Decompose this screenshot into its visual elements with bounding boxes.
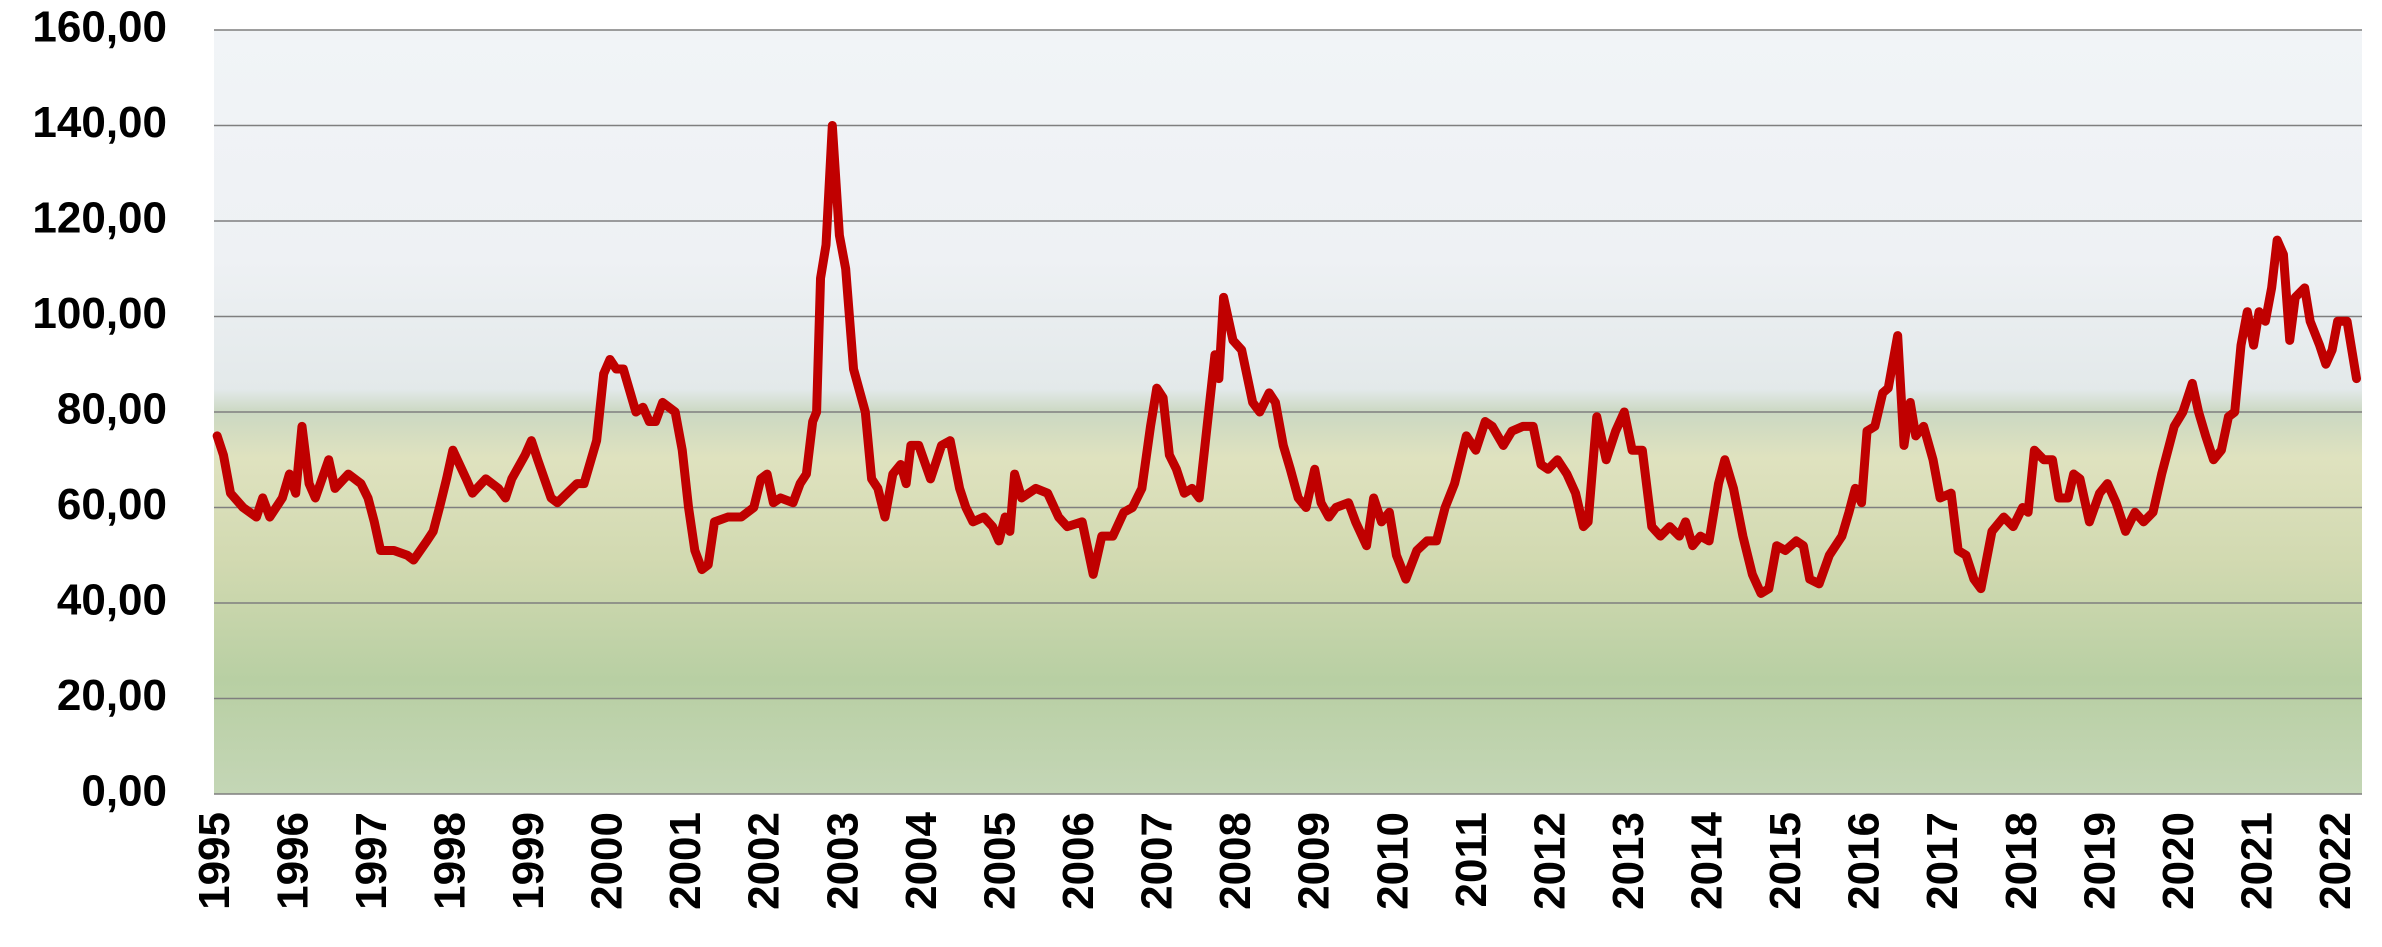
y-tick-label: 120,00 [32, 194, 167, 243]
x-tick-label: 2015 [1761, 812, 1810, 910]
y-tick-label: 140,00 [32, 98, 167, 147]
y-tick-label: 60,00 [57, 480, 167, 529]
x-tick-label: 2007 [1133, 812, 1182, 910]
x-tick-label: 2001 [661, 812, 710, 910]
x-tick-label: 2003 [818, 812, 867, 910]
y-tick-label: 100,00 [32, 289, 167, 338]
x-tick-label: 2005 [975, 812, 1024, 910]
y-tick-label: 20,00 [57, 671, 167, 720]
x-tick-label: 2006 [1054, 812, 1103, 910]
x-tick-label: 2016 [1840, 812, 1889, 910]
x-tick-label: 2011 [1447, 812, 1496, 907]
x-tick-label: 2019 [2075, 812, 2124, 910]
x-tick-label: 2020 [2154, 812, 2203, 910]
x-tick-label: 2021 [2232, 812, 2281, 910]
x-tick-label: 2008 [1211, 812, 1260, 910]
x-tick-label: 2000 [583, 812, 632, 910]
x-tick-label: 2012 [1525, 812, 1574, 910]
x-tick-label: 2022 [2311, 812, 2360, 910]
y-tick-label: 0,00 [81, 767, 167, 816]
x-tick-label: 1997 [347, 812, 396, 910]
y-tick-label: 160,00 [32, 3, 167, 52]
x-tick-label: 2013 [1604, 812, 1653, 910]
x-tick-label: 2004 [897, 811, 946, 909]
y-tick-label: 80,00 [57, 385, 167, 434]
x-tick-label: 1995 [190, 812, 239, 910]
y-tick-label: 40,00 [57, 576, 167, 625]
x-tick-label: 2017 [1918, 812, 1967, 910]
x-tick-label: 2010 [1368, 812, 1417, 910]
x-tick-label: 1999 [504, 812, 553, 910]
x-tick-label: 1998 [425, 812, 474, 910]
x-tick-label: 2018 [1997, 812, 2046, 910]
price-line [212, 121, 2361, 598]
x-tick-label: 2002 [740, 812, 789, 910]
x-tick-label: 1996 [268, 812, 317, 910]
x-tick-label: 2014 [1683, 811, 1732, 909]
x-tick-label: 2009 [1290, 812, 1339, 910]
